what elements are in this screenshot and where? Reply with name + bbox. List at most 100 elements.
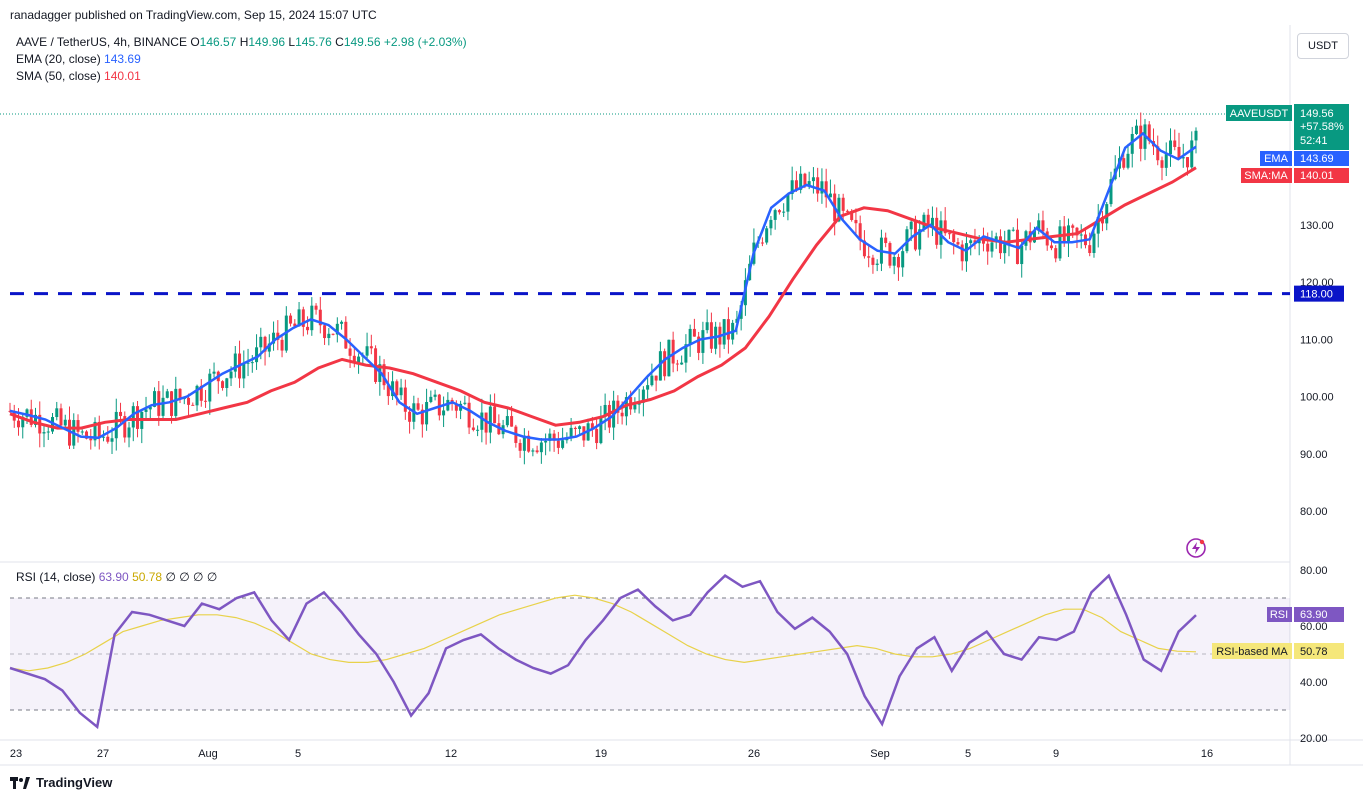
candle-body <box>365 346 369 356</box>
change-pct-badge: +57.58% <box>1300 121 1344 133</box>
rsi-legend-label[interactable]: RSI (14, close) <box>16 570 96 584</box>
candle-body <box>973 240 977 244</box>
candle-body <box>743 280 747 306</box>
tradingview-logo[interactable]: TradingView <box>10 775 112 790</box>
rsi-tick: 40.00 <box>1300 677 1328 689</box>
ema-value-badge: 143.69 <box>1300 153 1334 165</box>
rsi-tag: RSI <box>1270 609 1288 621</box>
candle-body <box>739 305 743 319</box>
sma-legend-label: SMA (50, close) <box>16 69 101 83</box>
candle-body <box>969 240 973 244</box>
price-tick: 110.00 <box>1300 334 1333 346</box>
candle-body <box>998 236 1002 254</box>
candle-body <box>442 410 446 416</box>
candle-body <box>76 420 80 432</box>
candle-body <box>446 399 450 411</box>
candle-body <box>510 416 514 427</box>
candle-body <box>939 220 943 245</box>
candle-body <box>845 210 849 212</box>
open-value: 146.57 <box>199 35 237 49</box>
candle-body <box>106 436 110 442</box>
candle-body <box>153 391 157 407</box>
candle-body <box>225 378 229 388</box>
candle-body <box>178 388 182 400</box>
candle-body <box>425 401 429 425</box>
candle-body <box>123 416 127 438</box>
candle-body <box>820 181 824 194</box>
ema-legend-row[interactable]: EMA (20, close) 143.69 <box>16 51 467 68</box>
currency-button[interactable]: USDT <box>1297 33 1349 59</box>
symbol-title[interactable]: AAVE / TetherUS, 4h, BINANCE <box>16 35 187 49</box>
candle-body <box>667 339 671 377</box>
candle-body <box>858 223 862 241</box>
candle-body <box>569 427 573 439</box>
price-tick: 120.00 <box>1300 277 1334 289</box>
sma-value-badge: 140.01 <box>1300 170 1334 182</box>
last-price-badge: 149.56 <box>1300 108 1334 120</box>
high-label: H <box>239 35 249 49</box>
candle-body <box>947 233 951 235</box>
low-value: 145.76 <box>295 35 332 49</box>
candle-body <box>29 409 33 425</box>
candle-body <box>412 403 416 422</box>
candle-body <box>518 442 522 451</box>
candle-body <box>68 419 72 446</box>
candle-body <box>794 180 798 190</box>
candle-body <box>8 410 12 412</box>
candle-body <box>433 394 437 397</box>
rsi-tick: 20.00 <box>1300 733 1328 745</box>
candle-body <box>1143 124 1147 149</box>
ema-tag-bg <box>1260 151 1292 166</box>
candle-body <box>675 363 679 365</box>
candle-body <box>769 219 773 229</box>
rsi-ma-line <box>9 594 1197 672</box>
candle-body <box>646 385 650 390</box>
candle-body <box>811 177 815 182</box>
candle-body <box>131 406 135 428</box>
candle-body <box>531 450 535 452</box>
candle-body <box>85 431 89 439</box>
candle-body <box>1173 140 1177 147</box>
candle-body <box>216 371 220 382</box>
rsi-ma-value-badge-bg <box>1294 643 1344 659</box>
candle-body <box>259 336 263 348</box>
candle-body <box>102 436 106 438</box>
time-tick: 27 <box>97 748 109 760</box>
candle-body <box>607 404 611 428</box>
countdown-badge: 52:41 <box>1300 135 1328 147</box>
candle-body <box>671 339 675 364</box>
candle-body <box>1020 245 1024 265</box>
candle-body <box>760 242 764 244</box>
candle-body <box>1168 140 1172 155</box>
candle-body <box>386 385 390 397</box>
candle-body <box>862 240 866 257</box>
candle-body <box>297 309 301 327</box>
rsi-line <box>9 573 1197 730</box>
candle-body <box>476 429 480 431</box>
candle-body <box>459 403 463 411</box>
candle-body <box>624 397 628 417</box>
candle-body <box>824 181 828 198</box>
candle-body <box>208 373 212 402</box>
candle-body <box>1177 146 1181 159</box>
price-badges: AAVEUSDT 149.56 +57.58% 52:41 EMA 143.69… <box>1212 104 1349 659</box>
candlesticks <box>8 112 1198 465</box>
candle-body <box>701 330 705 353</box>
candle-body <box>735 318 739 323</box>
candle-body <box>361 355 365 357</box>
candle-body <box>1096 217 1100 234</box>
change-value: +2.98 (+2.03%) <box>383 35 467 49</box>
candle-body <box>930 217 934 227</box>
sma-legend-row[interactable]: SMA (50, close) 140.01 <box>16 68 467 85</box>
candle-body <box>799 173 803 190</box>
rsi-legend: RSI (14, close) 63.90 50.78 ∅ ∅ ∅ ∅ <box>16 570 217 584</box>
candle-body <box>833 193 837 222</box>
candle-body <box>888 243 892 266</box>
candle-body <box>17 420 21 428</box>
level-badge: 118.00 <box>1300 289 1333 301</box>
candle-body <box>1109 179 1113 205</box>
time-tick: 5 <box>965 748 971 760</box>
candle-body <box>697 336 701 353</box>
candle-body <box>654 375 658 381</box>
candle-body <box>1062 226 1066 243</box>
